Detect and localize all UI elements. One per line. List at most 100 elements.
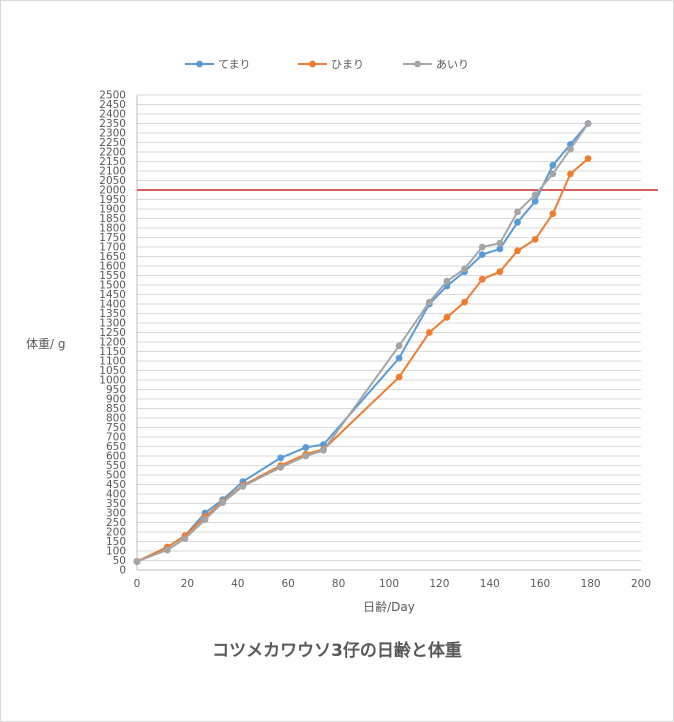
data-point	[531, 236, 539, 243]
x-tick-label: 140	[480, 578, 500, 590]
data-point	[133, 558, 141, 565]
legend-marker	[196, 60, 203, 68]
data-point	[478, 243, 486, 251]
y-tick-label: 1950	[99, 194, 126, 206]
y-tick-label: 950	[106, 384, 126, 396]
y-tick-label: 1800	[99, 223, 126, 235]
y-tick-label: 2350	[99, 118, 126, 130]
y-tick-label: 900	[106, 394, 126, 406]
x-tick-label: 20	[181, 578, 194, 590]
data-point	[302, 452, 310, 460]
y-tick-label: 500	[106, 470, 126, 482]
y-tick-label: 150	[106, 536, 126, 548]
legend-marker	[414, 60, 421, 68]
data-point	[478, 275, 486, 283]
x-tick-label: 160	[530, 578, 550, 590]
data-point	[277, 454, 285, 462]
data-point	[549, 210, 557, 218]
series-group	[133, 120, 592, 565]
data-point	[549, 170, 557, 178]
series-line	[136, 157, 589, 563]
x-tick-label: 120	[429, 578, 449, 590]
data-point	[201, 516, 209, 524]
y-tick-label: 1150	[99, 346, 126, 358]
data-point	[478, 251, 486, 258]
data-point	[567, 170, 574, 178]
y-tick-label: 50	[113, 555, 126, 567]
data-point	[395, 342, 403, 350]
y-tick-label: 300	[106, 508, 126, 520]
y-tick-label: 2400	[99, 109, 126, 121]
legend-marker	[309, 60, 316, 68]
y-tick-label: 750	[106, 422, 126, 434]
y-tick-label: 1200	[99, 337, 126, 349]
x-tick-label: 80	[332, 578, 345, 590]
y-tick-label: 2000	[99, 185, 126, 197]
x-tick-label: 60	[282, 578, 295, 590]
data-point	[567, 145, 574, 153]
gridlines	[137, 94, 641, 561]
y-tick-label: 2100	[99, 166, 126, 178]
y-tick-label: 1250	[99, 327, 126, 339]
data-point	[496, 239, 504, 247]
data-point	[584, 155, 592, 163]
y-tick-label: 1850	[99, 213, 126, 225]
x-axis-title: 日齢/Day	[363, 599, 415, 614]
y-tick-label: 2300	[99, 128, 126, 140]
y-tick-label: 250	[106, 517, 126, 529]
y-tick-label: 1300	[99, 318, 126, 330]
y-tick-label: 450	[106, 479, 126, 491]
y-tick-label: 1500	[99, 280, 126, 292]
data-point	[239, 483, 247, 490]
y-tick-label: 1550	[99, 270, 126, 282]
y-tick-label: 850	[106, 403, 126, 415]
y-tick-label: 800	[106, 413, 126, 425]
data-point	[302, 444, 310, 451]
data-point	[531, 198, 539, 205]
data-point	[549, 161, 557, 169]
data-point	[514, 247, 521, 255]
y-tick-label: 1750	[99, 232, 126, 244]
y-tick-label: 350	[106, 498, 126, 510]
y-tick-label: 1350	[99, 308, 126, 320]
data-point	[514, 208, 521, 216]
x-tick-label: 100	[379, 578, 399, 590]
axes	[136, 95, 641, 571]
data-point	[163, 546, 171, 554]
data-point	[461, 265, 468, 273]
series-line	[136, 122, 589, 563]
data-point	[395, 354, 403, 362]
legend-label: あいり	[436, 58, 469, 71]
y-tick-label: 1100	[99, 356, 126, 368]
y-tick-label: 2500	[99, 90, 126, 102]
data-point	[425, 298, 433, 306]
series-3	[133, 120, 592, 565]
data-point	[496, 245, 504, 253]
y-tick-label: 2150	[99, 156, 126, 168]
legend: てまり ひまり あいり	[185, 58, 469, 71]
y-tick-label: 1650	[99, 251, 126, 263]
x-tick-labels: 0 20 40 60 80 100 120 140 160 180 200	[134, 578, 651, 590]
data-point	[443, 313, 451, 321]
data-point	[181, 535, 189, 543]
data-point	[277, 464, 285, 471]
x-tick-label: 40	[231, 578, 244, 590]
y-tick-label: 700	[106, 432, 126, 444]
x-tick-label: 200	[631, 578, 651, 590]
data-point	[395, 373, 403, 381]
y-tick-label: 1050	[99, 365, 126, 377]
y-tick-label: 2200	[99, 147, 126, 159]
data-point	[219, 499, 227, 506]
y-tick-label: 1700	[99, 242, 126, 254]
series-line	[136, 122, 589, 563]
data-point	[496, 268, 504, 276]
data-point	[514, 218, 521, 226]
y-tick-label: 1900	[99, 204, 126, 216]
data-point	[531, 191, 539, 199]
y-tick-label: 400	[106, 489, 126, 501]
legend-label: てまり	[218, 58, 250, 71]
y-tick-label: 1600	[99, 261, 126, 273]
data-point	[443, 277, 451, 285]
legend-label: ひまり	[331, 58, 364, 71]
